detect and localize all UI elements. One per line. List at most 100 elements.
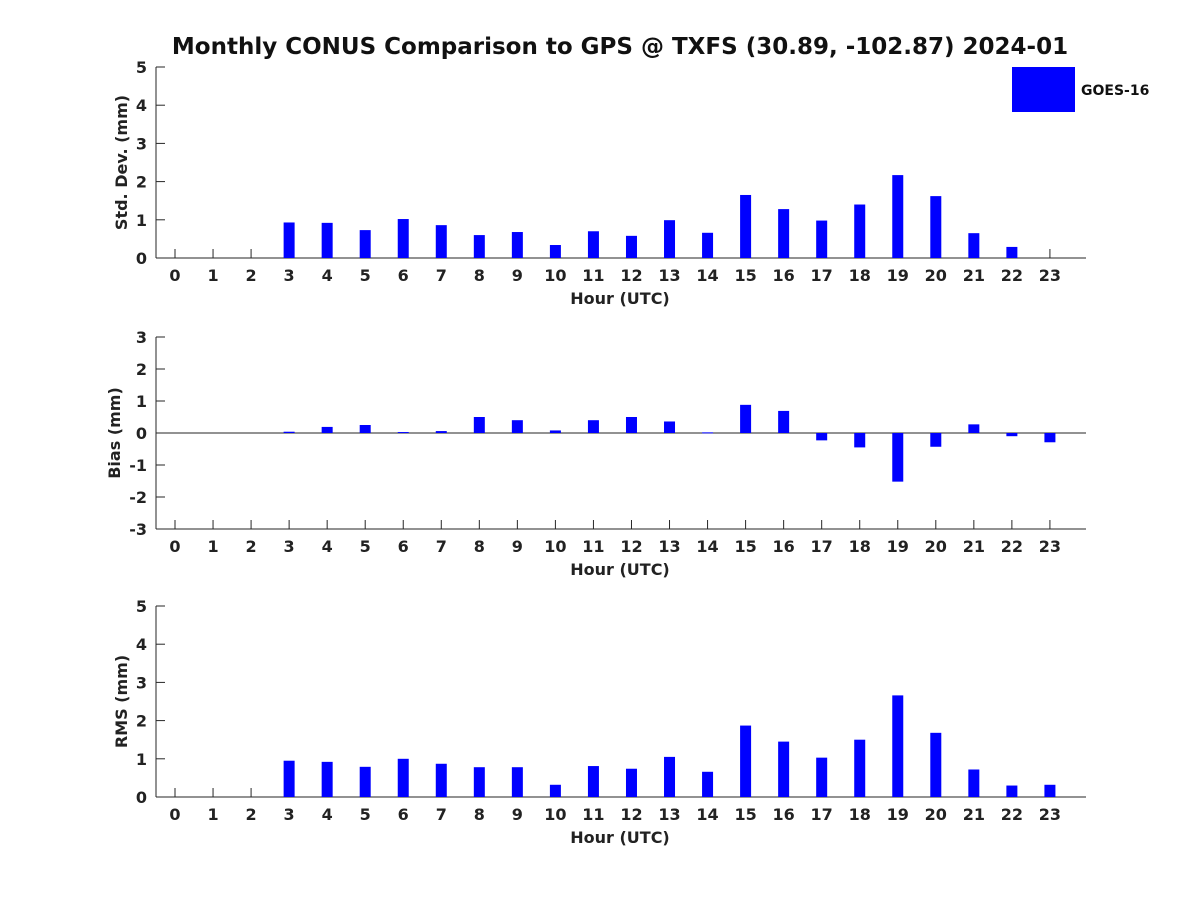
bar-hour-15 bbox=[740, 404, 752, 433]
bar-hour-15 bbox=[740, 725, 752, 797]
x-tick-label: 3 bbox=[284, 537, 295, 556]
bar-hour-21 bbox=[968, 233, 980, 258]
x-tick-label: 10 bbox=[544, 805, 566, 824]
bar-hour-17 bbox=[816, 433, 828, 441]
x-tick-label: 3 bbox=[284, 266, 295, 285]
legend-swatch-goes-16 bbox=[1012, 67, 1075, 112]
x-tick-label: 17 bbox=[811, 266, 833, 285]
x-tick-label: 15 bbox=[734, 537, 756, 556]
y-tick-label: 2 bbox=[136, 712, 147, 731]
bar-hour-13 bbox=[664, 421, 676, 433]
bar-hour-5 bbox=[359, 425, 371, 433]
bar-hour-10 bbox=[549, 245, 561, 258]
x-tick-label: 4 bbox=[322, 266, 333, 285]
x-axis-label: Hour (UTC) bbox=[570, 560, 670, 579]
y-tick-label: -3 bbox=[129, 520, 147, 539]
bar-hour-22 bbox=[1006, 433, 1018, 437]
x-tick-label: 2 bbox=[246, 537, 257, 556]
bar-hour-22 bbox=[1006, 785, 1018, 797]
y-tick-label: 2 bbox=[136, 360, 147, 379]
y-tick-label: -1 bbox=[129, 456, 147, 475]
x-tick-label: 2 bbox=[246, 805, 257, 824]
y-tick-label: 5 bbox=[136, 58, 147, 77]
x-tick-label: 13 bbox=[658, 805, 680, 824]
y-tick-label: 1 bbox=[136, 392, 147, 411]
x-tick-label: 20 bbox=[925, 266, 947, 285]
bar-hour-4 bbox=[321, 426, 333, 433]
bar-hour-4 bbox=[321, 761, 333, 797]
y-tick-label: 5 bbox=[136, 597, 147, 616]
x-tick-label: 4 bbox=[322, 805, 333, 824]
bar-hour-12 bbox=[625, 235, 637, 258]
bar-hour-18 bbox=[854, 204, 866, 258]
bar-hour-17 bbox=[816, 757, 828, 797]
x-tick-label: 14 bbox=[696, 266, 718, 285]
bar-hour-16 bbox=[778, 209, 790, 258]
bar-hour-6 bbox=[397, 758, 409, 797]
x-tick-label: 11 bbox=[582, 266, 604, 285]
x-tick-label: 15 bbox=[734, 266, 756, 285]
bar-hour-7 bbox=[435, 225, 447, 258]
bar-hour-19 bbox=[892, 175, 904, 258]
bar-hour-16 bbox=[778, 741, 790, 797]
x-tick-label: 2 bbox=[246, 266, 257, 285]
x-tick-label: 8 bbox=[474, 537, 485, 556]
x-axis-label: Hour (UTC) bbox=[570, 828, 670, 847]
bar-hour-5 bbox=[359, 766, 371, 797]
x-tick-label: 12 bbox=[620, 537, 642, 556]
x-tick-label: 15 bbox=[734, 805, 756, 824]
x-tick-label: 6 bbox=[398, 537, 409, 556]
x-tick-label: 7 bbox=[436, 266, 447, 285]
bar-hour-11 bbox=[587, 766, 599, 797]
y-tick-label: 0 bbox=[136, 249, 147, 268]
y-tick-label: 3 bbox=[136, 328, 147, 347]
x-tick-label: 1 bbox=[207, 805, 218, 824]
x-tick-label: 1 bbox=[207, 266, 218, 285]
bar-hour-21 bbox=[968, 424, 980, 433]
x-tick-label: 6 bbox=[398, 266, 409, 285]
x-tick-label: 6 bbox=[398, 805, 409, 824]
y-tick-label: 4 bbox=[136, 635, 147, 654]
bar-hour-6 bbox=[397, 219, 409, 258]
bar-hour-19 bbox=[892, 695, 904, 797]
y-axis-label: RMS (mm) bbox=[112, 655, 131, 748]
x-tick-label: 9 bbox=[512, 805, 523, 824]
x-tick-label: 20 bbox=[925, 537, 947, 556]
bar-hour-15 bbox=[740, 194, 752, 258]
y-axis-label: Bias (mm) bbox=[105, 387, 124, 479]
x-tick-label: 7 bbox=[436, 537, 447, 556]
x-tick-label: 22 bbox=[1001, 537, 1023, 556]
x-tick-label: 22 bbox=[1001, 266, 1023, 285]
x-tick-label: 3 bbox=[284, 805, 295, 824]
x-tick-label: 23 bbox=[1039, 537, 1061, 556]
legend-label-goes-16: GOES-16 bbox=[1081, 83, 1149, 99]
bar-hour-14 bbox=[702, 771, 714, 797]
x-tick-label: 11 bbox=[582, 805, 604, 824]
x-tick-label: 11 bbox=[582, 537, 604, 556]
x-tick-label: 12 bbox=[620, 266, 642, 285]
x-tick-label: 16 bbox=[773, 266, 795, 285]
bar-hour-12 bbox=[625, 768, 637, 797]
y-tick-label: 3 bbox=[136, 134, 147, 153]
x-tick-label: 21 bbox=[963, 266, 985, 285]
bar-hour-7 bbox=[435, 763, 447, 797]
x-tick-label: 22 bbox=[1001, 805, 1023, 824]
x-tick-label: 8 bbox=[474, 266, 485, 285]
x-tick-label: 19 bbox=[887, 805, 909, 824]
bar-hour-8 bbox=[473, 235, 485, 258]
y-tick-label: 2 bbox=[136, 173, 147, 192]
x-tick-label: 23 bbox=[1039, 266, 1061, 285]
bar-hour-12 bbox=[625, 417, 637, 433]
x-tick-label: 5 bbox=[360, 537, 371, 556]
x-tick-label: 16 bbox=[773, 537, 795, 556]
bar-hour-20 bbox=[930, 433, 942, 447]
y-tick-label: 1 bbox=[136, 211, 147, 230]
x-tick-label: 13 bbox=[658, 266, 680, 285]
x-tick-label: 14 bbox=[696, 537, 718, 556]
x-tick-label: 5 bbox=[360, 266, 371, 285]
x-tick-label: 5 bbox=[360, 805, 371, 824]
bar-hour-23 bbox=[1044, 784, 1056, 797]
x-tick-label: 18 bbox=[849, 805, 871, 824]
